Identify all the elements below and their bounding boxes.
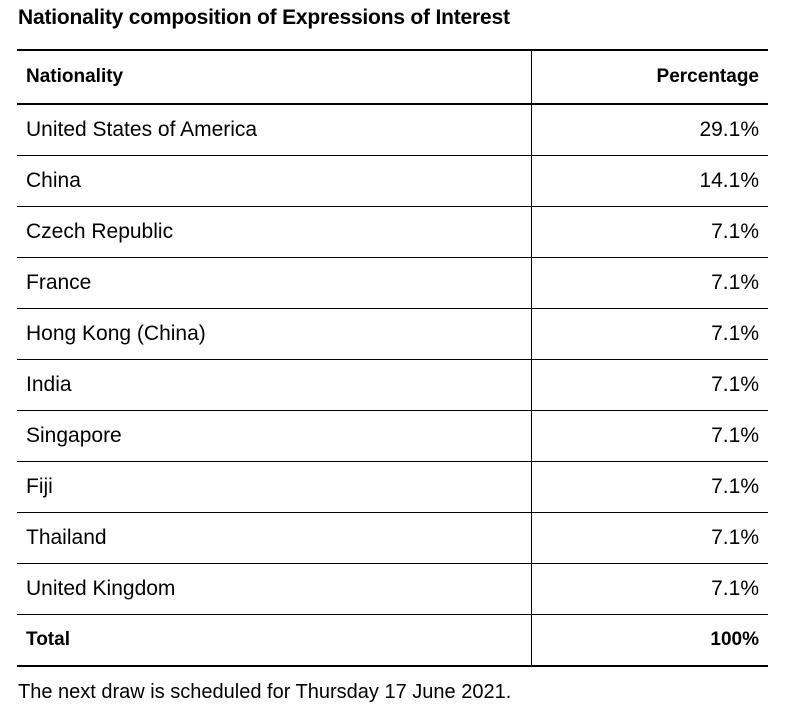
- table-header-row: Nationality Percentage: [17, 50, 768, 105]
- percentage-cell: 14.1%: [531, 155, 768, 207]
- percentage-cell: 7.1%: [531, 206, 768, 258]
- percentage-cell: 7.1%: [531, 257, 768, 309]
- table-row: Singapore 7.1%: [17, 410, 768, 462]
- nationality-cell: Fiji: [17, 461, 532, 513]
- percentage-cell: 7.1%: [531, 410, 768, 462]
- table-body: United States of America 29.1% China 14.1% C…: [17, 104, 768, 615]
- percentage-cell: 29.1%: [531, 104, 768, 156]
- table-row: Thailand 7.1%: [17, 512, 768, 564]
- column-header-percentage: Percentage: [531, 50, 768, 105]
- table-row: Czech Republic 7.1%: [17, 206, 768, 258]
- percentage-cell: 7.1%: [531, 461, 768, 513]
- nationality-cell: Hong Kong (China): [17, 308, 532, 360]
- table-row: China 14.1%: [17, 155, 768, 207]
- total-row: Total 100%: [17, 614, 768, 667]
- table-row: Fiji 7.1%: [17, 461, 768, 513]
- nationality-table: Nationality Percentage United States of …: [17, 49, 768, 667]
- nationality-cell: Thailand: [17, 512, 532, 564]
- nationality-cell: China: [17, 155, 532, 207]
- percentage-cell: 7.1%: [531, 308, 768, 360]
- table-title: Nationality composition of Expressions o…: [18, 6, 510, 29]
- table-row: India 7.1%: [17, 359, 768, 411]
- total-value: 100%: [531, 614, 768, 667]
- nationality-cell: United Kingdom: [17, 563, 532, 615]
- column-header-nationality: Nationality: [17, 50, 532, 105]
- percentage-cell: 7.1%: [531, 512, 768, 564]
- percentage-cell: 7.1%: [531, 563, 768, 615]
- nationality-cell: France: [17, 257, 532, 309]
- nationality-cell: Singapore: [17, 410, 532, 462]
- table-row: United Kingdom 7.1%: [17, 563, 768, 615]
- percentage-cell: 7.1%: [531, 359, 768, 411]
- nationality-cell: India: [17, 359, 532, 411]
- nationality-cell: Czech Republic: [17, 206, 532, 258]
- table-row: France 7.1%: [17, 257, 768, 309]
- table-row: United States of America 29.1%: [17, 104, 768, 156]
- total-label: Total: [17, 614, 532, 667]
- footnote: The next draw is scheduled for Thursday …: [18, 681, 512, 703]
- table-row: Hong Kong (China) 7.1%: [17, 308, 768, 360]
- nationality-cell: United States of America: [17, 104, 532, 156]
